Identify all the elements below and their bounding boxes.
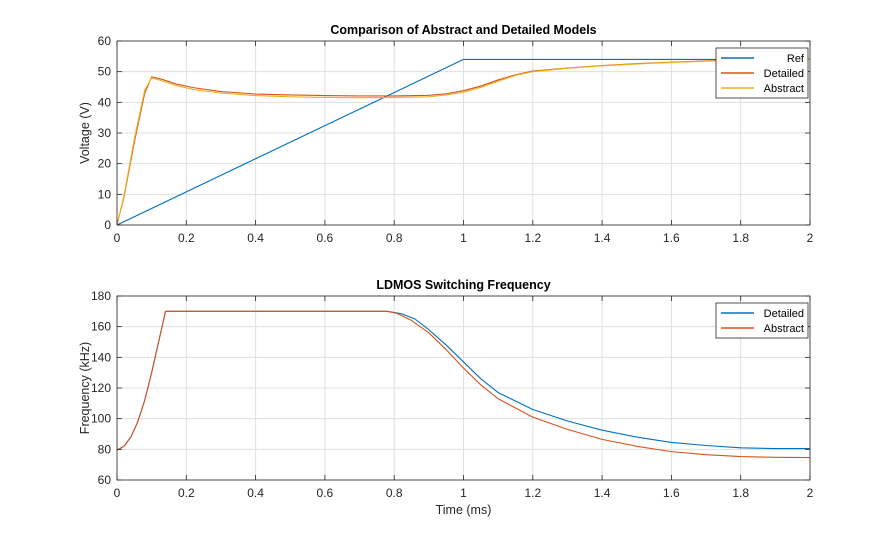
x-tick-label: 0.6 [317,486,334,500]
x-tick-label: 0.6 [317,231,334,245]
x-tick-label: 1.4 [594,231,611,245]
y-tick-label: 30 [98,126,112,140]
y-tick-label: 20 [98,157,112,171]
legend: Detailed Abstract [715,302,809,339]
chart-title: LDMOS Switching Frequency [376,278,550,292]
x-tick-label: 2 [807,486,814,500]
y-axis-label: Voltage (V) [78,102,92,164]
x-tick-label: 1.2 [524,486,541,500]
y-tick-label: 60 [98,34,112,48]
chart-title: Comparison of Abstract and Detailed Mode… [330,23,596,37]
y-tick-label: 160 [91,320,111,334]
y-tick-label: 60 [98,473,112,487]
legend-label: Ref [787,53,805,65]
y-tick-label: 140 [91,350,111,364]
y-tick-label: 180 [91,289,111,303]
voltage-comparison-plot: 0 0.2 0.4 0.6 0.8 1 1.2 1.4 1.6 1.8 20102030405060… [78,23,814,245]
x-tick-label: 1.8 [732,231,749,245]
x-tick-label: 0.4 [247,486,264,500]
y-tick-label: 0 [104,218,111,232]
y-tick-label: 120 [91,381,111,395]
x-tick-label: 0.2 [178,231,195,245]
legend: Ref Detailed Abstract [715,47,809,99]
y-tick-label: 80 [98,442,112,456]
y-axis-label: Frequency (kHz) [78,342,92,434]
x-tick-label: 0 [114,231,121,245]
x-tick-label: 0.4 [247,231,264,245]
x-tick-label: 2 [807,231,814,245]
legend-label: Abstract [764,83,804,95]
legend-label: Detailed [764,308,804,320]
switching-frequency-plot: 0 0.2 0.4 0.6 0.8 1 1.2 1.4 1.6 1.8 2 60 80 100 120 140… [78,278,814,517]
y-tick-label: 50 [98,65,112,79]
y-tick-label: 100 [91,412,111,426]
x-tick-label: 1.2 [524,231,541,245]
legend-label: Abstract [764,323,804,335]
x-tick-label: 0.8 [386,231,403,245]
x-tick-label: 1.4 [594,486,611,500]
series-line-ref [116,58,810,226]
x-tick-label: 1.6 [663,231,680,245]
legend-label: Detailed [764,68,804,80]
x-tick-label: 0 [114,486,121,500]
x-tick-label: 1 [460,231,467,245]
series-line-abstract [116,310,811,459]
x-tick-label: 1 [460,486,467,500]
x-tick-label: 1.6 [663,486,680,500]
series-line-abstract [116,58,811,226]
y-tick-label: 10 [98,187,112,201]
x-tick-label: 1.8 [732,486,749,500]
x-axis-label: Time (ms) [436,503,492,517]
y-tick-label: 40 [98,95,112,109]
x-tick-label: 0.2 [178,486,195,500]
x-tick-label: 0.8 [386,486,403,500]
legend-box [715,302,809,339]
